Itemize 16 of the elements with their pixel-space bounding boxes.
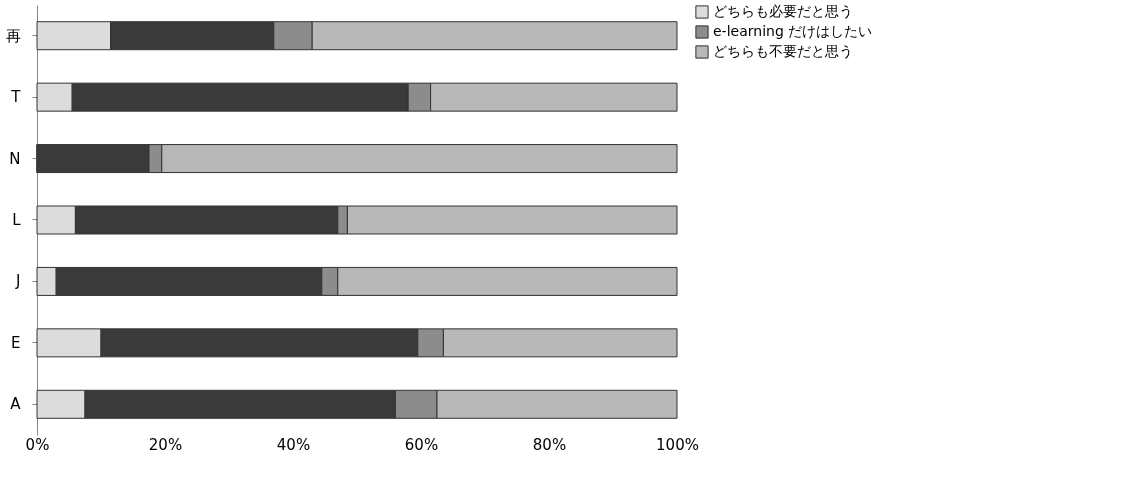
x-tick-label: 40% — [276, 435, 311, 454]
x-tick-label: 20% — [148, 435, 183, 454]
y-tick-label: A — [10, 395, 22, 414]
legend-label: どちらも不要だと思う — [713, 43, 853, 59]
x-tick-label: 100% — [656, 435, 699, 454]
y-tick-label: L — [12, 211, 22, 229]
y-tick-label: N — [9, 149, 21, 168]
legend-label: e-learning だけはしたい — [713, 23, 873, 39]
y-tick-label: E — [11, 333, 21, 352]
x-tick-label: 60% — [404, 435, 439, 454]
y-tick-label: T — [10, 88, 22, 107]
x-tick-label: 80% — [532, 435, 567, 454]
legend-label: どちらも必要だと思う — [713, 3, 853, 19]
x-tick-label: 0% — [25, 435, 50, 454]
y-tick-label: J — [15, 272, 21, 291]
y-tick-label: 再 — [5, 26, 21, 45]
